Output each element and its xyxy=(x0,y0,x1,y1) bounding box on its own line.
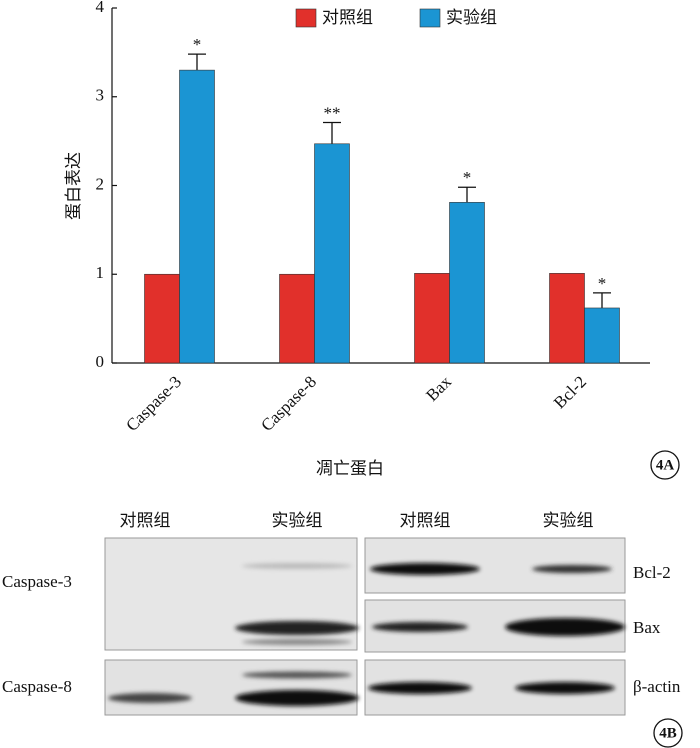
bar xyxy=(449,202,485,364)
blot-header: 对照组 xyxy=(120,511,171,530)
bar xyxy=(549,273,585,364)
panel-badge xyxy=(653,718,683,748)
x-axis-label: 凋亡蛋白 xyxy=(316,459,384,478)
bar xyxy=(584,307,620,364)
significance: * xyxy=(193,35,202,54)
blot-header: 对照组 xyxy=(400,511,451,530)
bar xyxy=(314,143,350,364)
panel-label: 4A xyxy=(656,457,675,473)
legend-label: 对照组 xyxy=(322,8,373,27)
y-axis-label: 蛋白表达 xyxy=(64,152,83,220)
legend-swatch xyxy=(295,8,317,28)
y-tick-label: 2 xyxy=(96,174,105,193)
legend-swatch xyxy=(419,8,441,28)
panel-label: 4B xyxy=(659,725,677,741)
blot-label: Bcl-2 xyxy=(633,563,671,582)
y-tick-label: 1 xyxy=(96,263,105,282)
x-tick-label: Caspase-3 xyxy=(122,372,185,435)
blot-label: Caspase-8 xyxy=(2,677,72,696)
bar xyxy=(279,273,315,364)
blot-label: β-actin xyxy=(633,677,681,696)
bar xyxy=(144,273,180,364)
y-tick-label: 3 xyxy=(96,86,105,105)
error-bar xyxy=(323,121,341,144)
x-tick-label: Bcl-2 xyxy=(550,372,590,412)
y-tick-label: 0 xyxy=(96,352,105,371)
x-tick-label: Caspase-8 xyxy=(257,372,320,435)
error-bar xyxy=(593,292,611,308)
blot-images xyxy=(104,537,626,716)
legend-label: 实验组 xyxy=(446,8,497,27)
bar xyxy=(414,273,450,364)
error-bar xyxy=(458,186,476,203)
blot-label: Bax xyxy=(633,618,661,637)
bar xyxy=(179,69,215,364)
blot-header: 实验组 xyxy=(272,511,323,530)
panel-badge xyxy=(650,450,680,480)
y-tick-label: 4 xyxy=(96,0,105,16)
blot-header: 实验组 xyxy=(543,511,594,530)
error-bar xyxy=(188,53,206,71)
blot-label: Caspase-3 xyxy=(2,572,72,591)
x-tick-label: Bax xyxy=(422,372,455,405)
significance: ** xyxy=(324,103,341,122)
significance: * xyxy=(598,274,607,293)
significance: * xyxy=(463,168,472,187)
